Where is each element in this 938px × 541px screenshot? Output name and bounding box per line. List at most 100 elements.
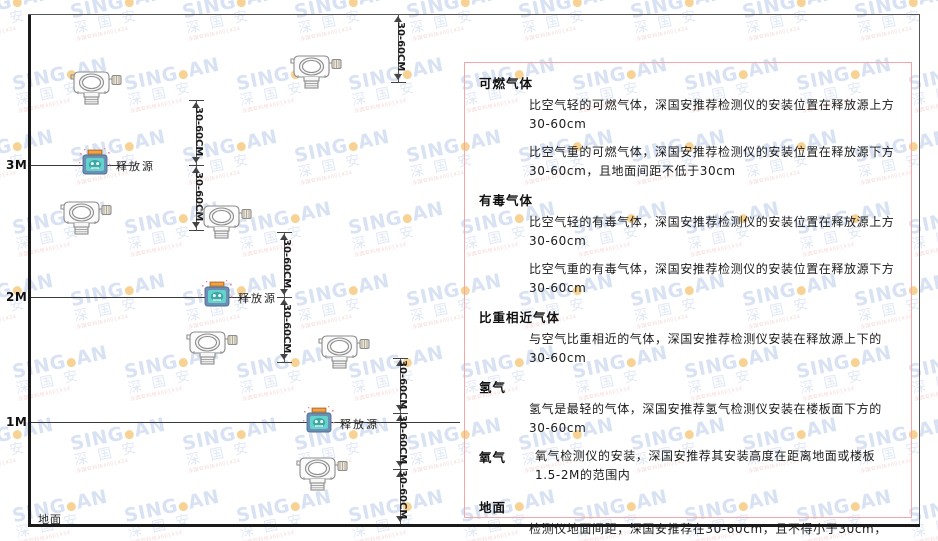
watermark-cn: 深 国 安 bbox=[632, 7, 701, 38]
guideline-paragraph: 与空气比重相近的气体，深国安推荐检测仪安装在释放源上下的30-60cm bbox=[529, 332, 882, 365]
watermark-sub: 深国安科技4001434 bbox=[353, 97, 408, 115]
guideline-paragraph: 检测仪地面间距，深国安推荐在30-60cm，且不得小于30cm，因为过低容易水溅… bbox=[529, 522, 887, 536]
guideline-paragraph: 比空气重的有毒气体，深国安推荐检测仪的安装位置在释放源下方30-60cm bbox=[529, 262, 895, 295]
guideline-paragraph: 比空气轻的可燃气体，深国安推荐检测仪的安装位置在释放源上方30-60cm bbox=[529, 98, 895, 131]
section-title: 比重相近气体 bbox=[479, 310, 561, 325]
watermark-cn: 深 国 安 bbox=[238, 223, 307, 254]
watermark-cn: 深 国 安 bbox=[350, 511, 419, 541]
dimension-tick bbox=[189, 100, 204, 101]
watermark-cn: 深 国 安 bbox=[184, 439, 253, 470]
dimension-arrow-down bbox=[280, 354, 288, 360]
watermark-dot-icon bbox=[12, 0, 23, 8]
watermark-cn: 深 国 安 bbox=[0, 7, 29, 37]
watermark-sub: 深国安科技4001434 bbox=[411, 25, 466, 43]
dimension-tick bbox=[277, 232, 292, 233]
dimension-column-top-center: 30-60CM bbox=[391, 14, 406, 83]
dimension-line bbox=[398, 14, 399, 82]
watermark-sub: 深国安科技4001434 bbox=[635, 25, 690, 43]
watermark-cn: 深 国 安 bbox=[184, 7, 253, 38]
gas-detector-icon bbox=[296, 452, 350, 492]
watermark-sub: 深国安科技4001434 bbox=[299, 169, 354, 187]
gas-detector-icon bbox=[60, 196, 114, 236]
watermark-cn: 深 国 安 bbox=[910, 80, 938, 110]
ground-baseline bbox=[28, 524, 920, 527]
release-source-icon bbox=[302, 406, 336, 436]
watermark-cn: 深 国 安 bbox=[520, 7, 589, 38]
watermark-dot-icon bbox=[290, 501, 301, 512]
gas-detector-icon bbox=[290, 50, 344, 90]
dimension-tick bbox=[277, 362, 292, 363]
section-body: 氧气检测仪的安装，深国安推荐其安装高度在距离地面或楼板1.5-2M的范围内 bbox=[535, 447, 887, 494]
watermark-sub: 深国安科技4001434 bbox=[859, 25, 914, 43]
watermark-sub: 深国安科技4001434 bbox=[241, 241, 296, 259]
watermark-dot-icon bbox=[236, 141, 247, 152]
dimension-arrow-up bbox=[394, 16, 402, 22]
level-line-2m bbox=[31, 297, 251, 298]
guideline-section-flammable: 可燃气体 比空气轻的可燃气体，深国安推荐检测仪的安装位置在释放源上方30-60cm… bbox=[479, 73, 897, 181]
watermark-dot-icon bbox=[12, 429, 23, 440]
watermark-cn: 深 国 安 bbox=[126, 79, 195, 110]
dimension-arrow-up bbox=[396, 415, 404, 422]
dimension-arrow-up bbox=[280, 299, 288, 305]
watermark-dot-icon bbox=[460, 0, 471, 8]
guideline-section-toxic: 有毒气体比空气轻的有毒气体，深国安推荐检测仪的安装位置在释放源上方30-60cm… bbox=[479, 190, 897, 298]
dimension-label: 30-60CM bbox=[193, 106, 204, 156]
section-title: 氢气 bbox=[479, 380, 507, 395]
watermark-cn: 深 国 安 bbox=[72, 295, 141, 326]
watermark-sub: 深国安科技4001434 bbox=[913, 241, 938, 259]
dimension-arrow-up bbox=[192, 167, 200, 173]
dimension-arrow-down bbox=[192, 222, 200, 228]
dimension-label: 30-60CM bbox=[397, 415, 408, 465]
section-title: 有毒气体 bbox=[479, 193, 534, 208]
watermark-dot-icon bbox=[12, 141, 23, 152]
ground-label: 地面 bbox=[38, 513, 62, 526]
watermark-cn: 深 国 安 bbox=[910, 512, 938, 541]
watermark-cn: 深 国 安 bbox=[72, 439, 141, 470]
axis-label-2m: 2M bbox=[6, 290, 28, 304]
frame-right-edge bbox=[919, 14, 920, 526]
dimension-tick bbox=[277, 297, 292, 298]
guideline-paragraph: 比空气轻的有毒气体，深国安推荐检测仪的安装位置在释放源上方30-60cm bbox=[529, 215, 895, 248]
watermark-cn: 深 国 安 bbox=[14, 511, 83, 541]
watermark-dot-icon bbox=[290, 213, 301, 224]
dimension-arrow-up bbox=[280, 234, 288, 240]
axis-label-3m: 3M bbox=[6, 158, 28, 172]
guideline-paragraph: 氢气是最轻的气体，深国安推荐氢气检测仪安装在楼板面下方的30-60cm bbox=[529, 402, 882, 435]
dimension-label: 30-60CM bbox=[397, 470, 408, 520]
dimension-label: 30-60CM bbox=[281, 303, 292, 353]
dimension-arrow-up bbox=[396, 470, 404, 477]
guideline-section-hydrogen: 氢气氢气是最轻的气体，深国安推荐氢气检测仪安装在楼板面下方的30-60cm bbox=[479, 377, 897, 438]
watermark-dot-icon bbox=[348, 141, 359, 152]
watermark-sub: 深国安科技4001434 bbox=[129, 529, 184, 541]
gas-detector-icon bbox=[70, 66, 124, 106]
watermark-cn: 深 国 安 bbox=[238, 511, 307, 541]
dimension-arrow-down bbox=[394, 74, 402, 80]
watermark-cn: 深 国 安 bbox=[296, 295, 365, 326]
gas-detector-icon bbox=[186, 326, 240, 366]
dimension-label: 30-60CM bbox=[397, 359, 408, 409]
watermark-dot-icon bbox=[124, 285, 135, 296]
